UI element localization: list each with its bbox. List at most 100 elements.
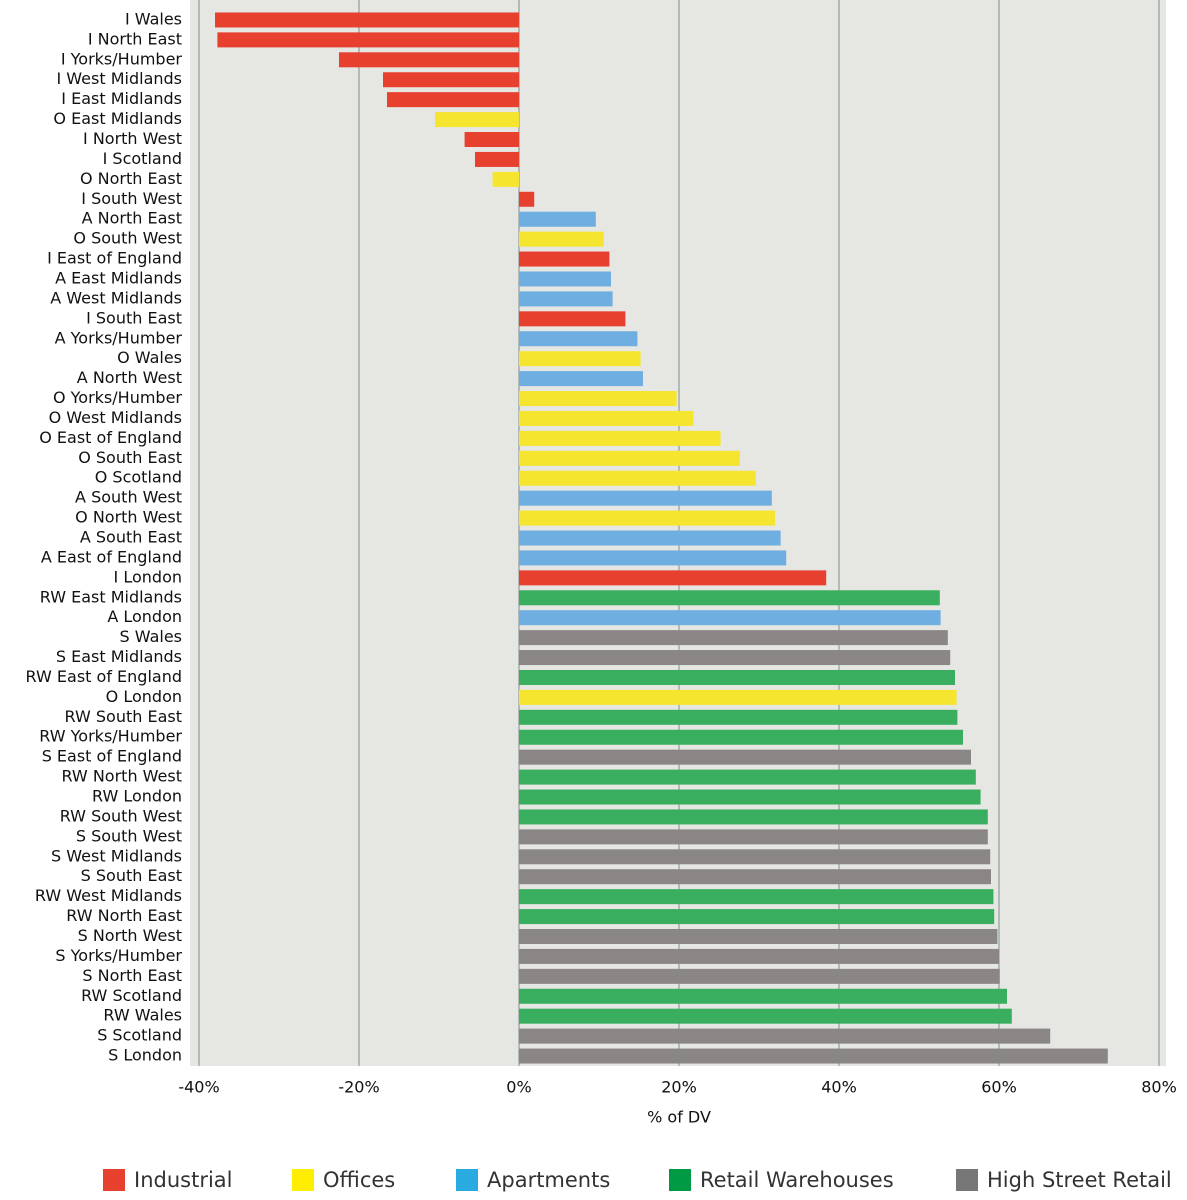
x-tick-label: 0% [506,1078,531,1097]
x-tick-label: 60% [981,1078,1017,1097]
legend-swatch [456,1169,478,1191]
bar [519,510,775,526]
bar [519,849,991,865]
bar [519,251,610,267]
bar [519,630,948,646]
y-tick-label: RW East of England [26,667,182,686]
y-tick-label: O Scotland [95,468,182,487]
bar [217,32,519,48]
bar [519,829,988,845]
bar [519,291,613,307]
bar [519,709,958,725]
y-tick-label: RW South West [60,806,182,825]
y-tick-label: S North East [82,966,182,985]
y-tick-label: S East Midlands [56,647,182,666]
bar [519,470,756,486]
bar [519,769,976,785]
y-tick-label: S North West [78,926,182,945]
y-tick-label: A South West [75,488,182,507]
bar [519,689,957,705]
y-tick-label: RW North West [61,767,182,786]
y-tick-label: A Yorks/Humber [55,328,183,347]
y-tick-label: S East of England [42,747,182,766]
bar [519,391,677,407]
bar [519,610,941,626]
y-tick-label: RW South East [65,707,182,726]
y-tick-label: I North East [88,29,182,48]
y-tick-label: O South West [73,229,182,248]
bar [519,211,596,227]
y-tick-label: O London [106,687,182,706]
legend-label: Offices [323,1168,395,1192]
bar [519,789,981,805]
bar [519,1028,1051,1044]
bar [475,151,519,167]
y-tick-label: RW North East [66,906,182,925]
legend-swatch [956,1169,978,1191]
y-tick-label: O Yorks/Humber [53,388,182,407]
bar [519,948,999,964]
y-tick-label: O West Midlands [49,408,182,427]
bar [519,331,638,347]
legend-label: Apartments [487,1168,610,1192]
y-tick-label: I South West [81,189,182,208]
bar [435,112,519,128]
bar [519,1008,1012,1024]
y-tick-label: A West Midlands [50,288,182,307]
bar [519,371,643,387]
bar [519,530,781,546]
y-tick-label: I Yorks/Humber [61,49,183,68]
y-tick-label: O North East [80,169,182,188]
y-tick-label: S London [108,1046,182,1065]
y-tick-label: O East Midlands [53,109,182,128]
y-tick-label: S Scotland [97,1026,182,1045]
y-tick-label: O East of England [39,428,182,447]
y-tick-label: A North East [82,209,182,228]
y-tick-label: S South West [76,826,182,845]
y-tick-label: O South East [78,448,182,467]
bar [519,430,721,446]
y-tick-label: O North West [75,508,182,527]
x-tick-label: -20% [338,1078,379,1097]
legend-swatch [103,1169,125,1191]
y-tick-label: I North West [83,129,182,148]
y-tick-label: A London [107,607,182,626]
x-tick-label: 80% [1141,1078,1177,1097]
y-tick-label: O Wales [117,348,182,367]
bar [519,729,963,745]
y-tick-label: RW London [92,787,182,806]
bar [519,570,827,586]
bar [519,909,995,925]
bar [519,809,988,825]
bar [519,669,955,685]
y-tick-label: RW Yorks/Humber [39,727,182,746]
y-tick-label: I East of England [47,249,182,268]
bar [519,550,787,566]
y-tick-label: I East Midlands [61,89,182,108]
y-tick-label: A North West [77,368,182,387]
x-axis-title: % of DV [647,1108,711,1127]
y-tick-label: RW Wales [103,1006,182,1025]
y-tick-label: I South East [86,308,182,327]
bar [519,490,772,506]
bar [519,191,535,207]
x-tick-label: -40% [178,1078,219,1097]
y-tick-label: RW Scotland [81,986,182,1005]
legend-label: High Street Retail [987,1168,1172,1192]
y-tick-label: I Scotland [103,149,182,168]
bar [519,351,641,367]
bar [519,968,1000,984]
y-tick-label: S Yorks/Humber [55,946,182,965]
bar [215,12,519,28]
bar [519,889,994,905]
bar [519,231,604,247]
x-tick-label: 20% [661,1078,697,1097]
bar [519,590,940,606]
bar [519,650,951,666]
y-tick-label: A South East [80,528,182,547]
bar [383,72,519,88]
y-tick-label: A East of England [41,547,182,566]
x-tick-label: 40% [821,1078,857,1097]
bar [519,869,991,885]
